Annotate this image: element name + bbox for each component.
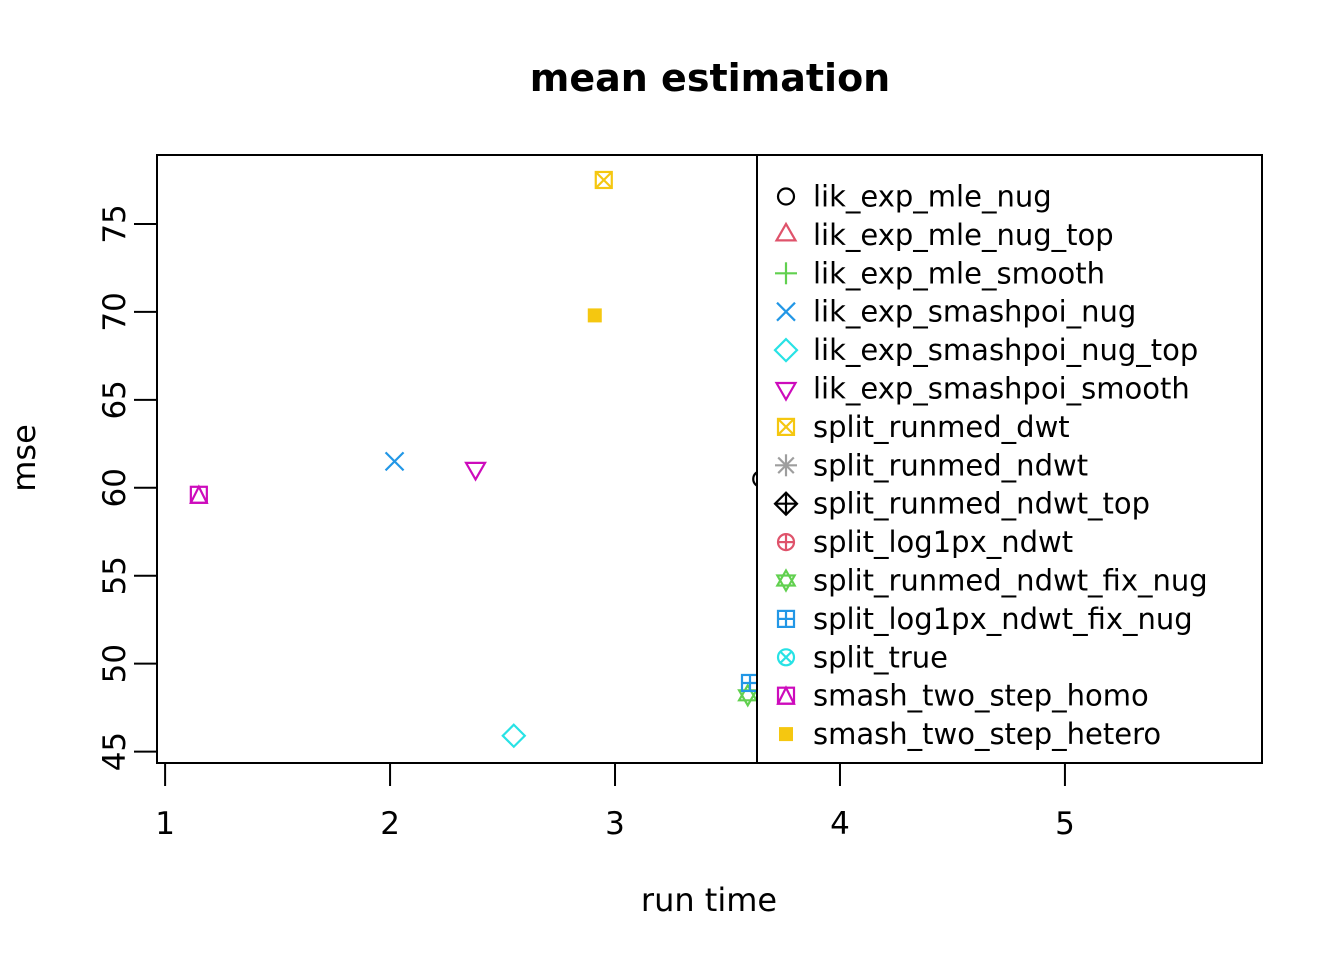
legend-symbol-split_true xyxy=(776,648,796,667)
data-point-lik_exp_smashpoi_smooth xyxy=(464,461,487,482)
legend-symbol-lik_exp_smashpoi_nug xyxy=(776,301,796,322)
legend-item-split_runmed_dwt: split_runmed_dwt xyxy=(776,410,1070,444)
x-tick-label: 1 xyxy=(155,806,175,842)
legend-item-split_runmed_ndwt_fix_nug: split_runmed_ndwt_fix_nug xyxy=(775,564,1208,598)
legend-symbol-split_runmed_ndwt xyxy=(775,454,797,477)
legend-item-lik_exp_mle_smooth: lik_exp_mle_smooth xyxy=(775,256,1105,290)
y-tick-label: 60 xyxy=(97,468,133,507)
legend-symbol-lik_exp_mle_nug xyxy=(776,187,796,206)
x-axis-ticks: 1 2 3 4 5 xyxy=(155,763,1075,842)
y-tick-label: 50 xyxy=(97,644,133,683)
y-tick-label: 65 xyxy=(97,380,133,419)
legend-item-lik_exp_mle_nug_top: lik_exp_mle_nug_top xyxy=(774,218,1114,252)
legend-item-smash_two_step_homo: smash_two_step_homo xyxy=(776,679,1149,713)
legend-item-split_runmed_ndwt_top: split_runmed_ndwt_top xyxy=(773,487,1150,521)
y-axis-label: mse xyxy=(5,424,43,492)
data-point-smash_two_step_homo xyxy=(189,484,209,504)
legend-item-split_log1px_ndwt_fix_nug: split_log1px_ndwt_fix_nug xyxy=(776,602,1193,636)
legend-label-split_log1px_ndwt: split_log1px_ndwt xyxy=(813,525,1073,559)
y-tick-label: 70 xyxy=(97,292,133,331)
x-tick-label: 3 xyxy=(605,806,625,842)
legend-label-lik_exp_smashpoi_smooth: lik_exp_smashpoi_smooth xyxy=(813,372,1190,406)
legend-item-lik_exp_smashpoi_smooth: lik_exp_smashpoi_smooth xyxy=(774,372,1190,406)
data-point-split_log1px_ndwt_fix_nug xyxy=(740,673,760,693)
legend-symbol-split_log1px_ndwt xyxy=(776,532,796,552)
legend-item-lik_exp_smashpoi_nug_top: lik_exp_smashpoi_nug_top xyxy=(773,333,1198,367)
legend-symbol-split_runmed_ndwt_fix_nug xyxy=(775,568,797,593)
x-axis-label: run time xyxy=(641,881,777,919)
x-tick-label: 4 xyxy=(830,806,850,842)
legend-label-lik_exp_mle_nug_top: lik_exp_mle_nug_top xyxy=(813,218,1114,252)
chart-title: mean estimation xyxy=(530,56,890,100)
legend-symbol-lik_exp_smashpoi_smooth xyxy=(774,381,798,402)
legend-symbol-smash_two_step_homo xyxy=(776,685,796,705)
y-tick-label: 45 xyxy=(97,732,133,771)
legend: lik_exp_mle_nug lik_exp_mle_nug_top lik_ex… xyxy=(756,154,1263,764)
legend-symbol-lik_exp_mle_smooth xyxy=(775,262,797,285)
legend-symbol-split_log1px_ndwt_fix_nug xyxy=(776,609,796,629)
legend-label-lik_exp_smashpoi_nug_top: lik_exp_smashpoi_nug_top xyxy=(813,333,1198,367)
y-tick-label: 55 xyxy=(97,556,133,595)
x-tick-label: 5 xyxy=(1055,806,1075,842)
legend-symbol-split_runmed_dwt xyxy=(776,417,796,436)
legend-label-smash_two_step_homo: smash_two_step_homo xyxy=(813,679,1149,713)
legend-item-lik_exp_smashpoi_nug: lik_exp_smashpoi_nug xyxy=(776,295,1136,329)
legend-symbol-lik_exp_mle_nug_top xyxy=(774,221,798,242)
legend-label-lik_exp_mle_nug: lik_exp_mle_nug xyxy=(813,180,1052,214)
legend-label-split_true: split_true xyxy=(813,640,948,674)
chart-layer: 1 2 3 4 545505560657075lik_exp_mle_nuglik_ex… xyxy=(97,154,1263,842)
data-point-smash_two_step_hetero xyxy=(587,308,602,323)
legend-box xyxy=(756,154,1263,764)
legend-label-split_runmed_dwt: split_runmed_dwt xyxy=(813,410,1070,444)
legend-label-lik_exp_mle_smooth: lik_exp_mle_smooth xyxy=(813,256,1105,290)
legend-label-lik_exp_smashpoi_nug: lik_exp_smashpoi_nug xyxy=(813,295,1136,329)
legend-symbol-lik_exp_smashpoi_nug_top xyxy=(773,337,799,363)
y-axis-ticks: 45 50 55 60 65 70 75 xyxy=(97,204,157,771)
data-points xyxy=(189,170,771,749)
legend-symbol-smash_two_step_hetero xyxy=(779,727,793,742)
legend-label-split_runmed_ndwt: split_runmed_ndwt xyxy=(813,448,1088,482)
legend-label-split_runmed_ndwt_top: split_runmed_ndwt_top xyxy=(813,487,1150,521)
legend-label-split_log1px_ndwt_fix_nug: split_log1px_ndwt_fix_nug xyxy=(813,602,1193,636)
data-point-lik_exp_smashpoi_nug xyxy=(384,451,405,472)
y-tick-label: 75 xyxy=(97,204,133,243)
legend-label-smash_two_step_hetero: smash_two_step_hetero xyxy=(813,717,1161,751)
legend-symbol-split_runmed_ndwt_top xyxy=(773,491,799,517)
legend-item-lik_exp_mle_nug: lik_exp_mle_nug xyxy=(776,180,1052,214)
legend-item-split_log1px_ndwt: split_log1px_ndwt xyxy=(776,525,1073,559)
data-point-split_runmed_dwt xyxy=(594,170,613,190)
legend-item-smash_two_step_hetero: smash_two_step_hetero xyxy=(779,717,1161,751)
data-point-lik_exp_smashpoi_nug_top xyxy=(501,723,527,749)
legend-item-split_true: split_true xyxy=(776,640,948,674)
legend-item-split_runmed_ndwt: split_runmed_ndwt xyxy=(775,448,1088,482)
x-tick-label: 2 xyxy=(380,806,400,842)
legend-label-split_runmed_ndwt_fix_nug: split_runmed_ndwt_fix_nug xyxy=(813,564,1208,598)
